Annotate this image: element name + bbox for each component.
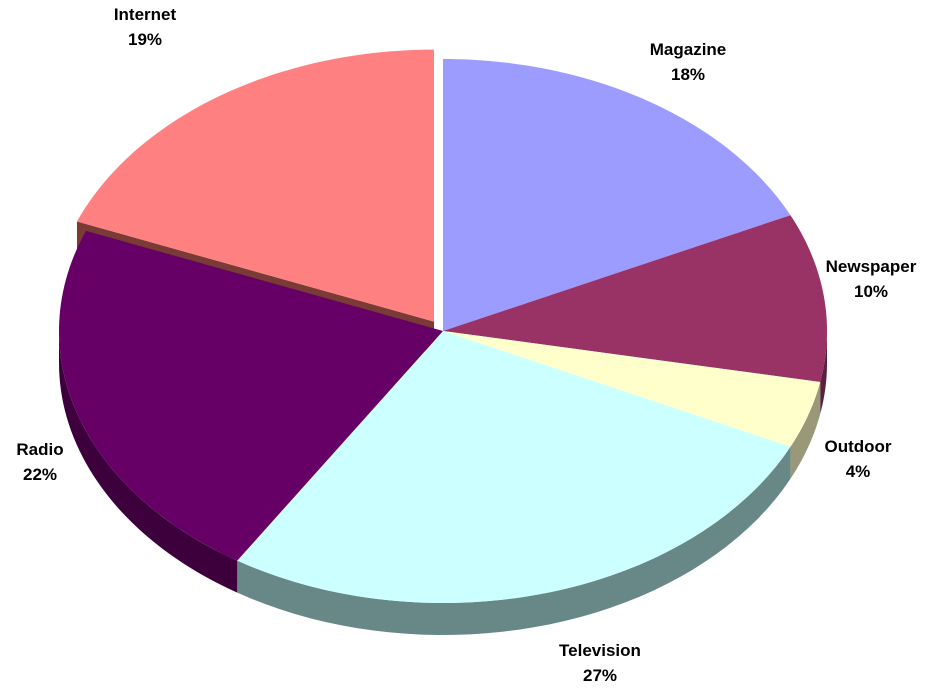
- slice-side-television: [237, 446, 791, 635]
- slice-value-radio: 22%: [23, 465, 57, 484]
- slice-value-magazine: 18%: [671, 65, 705, 84]
- slice-side-outdoor: [790, 381, 821, 479]
- pie-slice-outdoor: [443, 331, 821, 447]
- pie-slice-internet: [76, 49, 435, 322]
- pie-slice-television: [237, 331, 791, 603]
- slice-value-newspaper: 10%: [854, 282, 888, 301]
- slice-value-television: 27%: [583, 666, 617, 685]
- pie-slice-newspaper: [443, 215, 827, 382]
- pie-slice-magazine: [443, 59, 791, 331]
- slice-label-radio: Radio: [16, 440, 63, 459]
- slice-side-radio: [59, 331, 238, 593]
- pie-slices: [59, 49, 827, 603]
- slice-side-newspaper: [820, 331, 827, 414]
- slice-value-outdoor: 4%: [846, 462, 871, 481]
- slice-label-internet: Internet: [114, 5, 177, 24]
- slice-label-outdoor: Outdoor: [824, 437, 891, 456]
- slice-value-internet: 19%: [128, 30, 162, 49]
- slice-label-newspaper: Newspaper: [826, 257, 917, 276]
- slice-label-magazine: Magazine: [650, 40, 727, 59]
- slice-label-television: Television: [559, 641, 641, 660]
- pie-labels: Magazine 18% Newspaper 10% Outdoor 4% Televisi…: [16, 5, 916, 685]
- pie-slice-radio: [59, 230, 443, 561]
